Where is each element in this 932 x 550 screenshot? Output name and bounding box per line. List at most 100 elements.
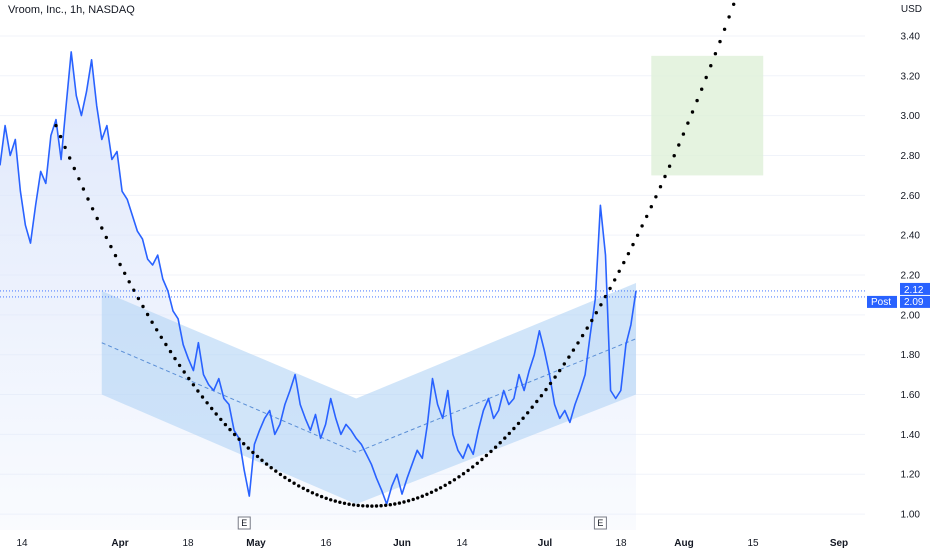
trend-dot	[457, 475, 461, 479]
price-channel[interactable]	[101, 282, 637, 505]
trend-dot	[264, 462, 269, 466]
trend-dot	[700, 87, 704, 91]
trend-dot	[356, 503, 360, 508]
trend-dot	[690, 110, 695, 114]
trend-dot	[173, 356, 177, 361]
trend-dot	[512, 426, 516, 431]
y-tick-label[interactable]: 2.40	[901, 231, 921, 242]
trend-dot	[484, 453, 489, 458]
y-tick-label[interactable]: 3.00	[901, 111, 921, 122]
trend-dot	[118, 262, 122, 267]
x-tick-label[interactable]: Apr	[111, 538, 128, 549]
y-axis[interactable]: 1.00 1.20 1.40 1.60 1.80 2.00 2.20 2.40 2.60 2.80…	[901, 31, 921, 520]
x-tick-label[interactable]: 18	[182, 538, 194, 549]
trend-dot	[599, 303, 603, 307]
trend-dot	[319, 494, 324, 499]
trend-dot	[539, 394, 544, 398]
earnings-badge[interactable]	[593, 516, 607, 530]
x-tick-label[interactable]: May	[246, 538, 266, 549]
trend-dot	[544, 387, 548, 392]
trend-dot	[425, 492, 429, 496]
trend-dot	[576, 341, 580, 345]
trend-dot	[622, 260, 626, 265]
trend-dot	[351, 503, 356, 507]
price-badge-bg	[900, 295, 930, 308]
trend-dot	[503, 436, 507, 440]
trend-dot	[164, 342, 168, 347]
y-tick-label[interactable]: 2.20	[901, 271, 921, 282]
trend-dot	[558, 368, 562, 373]
earnings-marker[interactable]: E	[237, 516, 251, 530]
x-axis[interactable]: 14 Apr 18 May 16 Jun 14 Jul 18 Aug 15 Sep	[16, 538, 848, 549]
trend-dot	[535, 399, 539, 404]
trend-dot	[374, 504, 379, 508]
x-tick-label[interactable]: Aug	[674, 538, 693, 549]
x-tick-label[interactable]: Jul	[538, 538, 553, 549]
y-tick-label[interactable]: 1.60	[901, 390, 921, 401]
trend-dot	[200, 395, 205, 399]
x-tick-label[interactable]: 16	[320, 538, 332, 549]
x-tick-label[interactable]: Jun	[393, 538, 411, 549]
trend-dot	[448, 480, 452, 485]
trend-curve[interactable]	[54, 0, 799, 508]
y-tick-label[interactable]: 3.40	[901, 31, 921, 42]
trend-dot	[182, 370, 186, 374]
price-badge-label: 2.12	[904, 285, 924, 296]
y-tick-label[interactable]: 1.20	[901, 470, 921, 481]
y-tick-label[interactable]: 2.80	[901, 151, 921, 162]
trend-dot	[672, 154, 676, 158]
x-tick-label[interactable]: 15	[747, 538, 759, 549]
x-tick-label[interactable]: 18	[615, 538, 627, 549]
y-tick-label[interactable]: 1.80	[901, 350, 921, 361]
trend-dot	[347, 502, 351, 506]
x-tick-label[interactable]: 14	[16, 538, 28, 549]
trend-dot	[100, 226, 104, 230]
trend-dot	[416, 496, 420, 500]
trend-dot	[260, 458, 264, 462]
trend-dot	[590, 318, 594, 323]
channel-band[interactable]	[101, 282, 637, 505]
x-tick-label[interactable]: Sep	[830, 538, 848, 549]
trend-dot	[136, 296, 141, 301]
trend-dot	[187, 376, 191, 381]
trend-dot	[168, 349, 173, 354]
trend-dot	[86, 197, 90, 201]
target-rect[interactable]	[651, 55, 764, 176]
trend-dot	[732, 2, 736, 6]
y-tick-label[interactable]: 2.00	[901, 310, 921, 321]
trend-dot	[434, 488, 438, 492]
trend-dot	[571, 348, 576, 352]
y-tick-label[interactable]: 1.40	[901, 430, 921, 441]
trend-dot	[338, 500, 342, 504]
trend-dot	[617, 269, 621, 273]
price-badge-label: 2.09	[904, 297, 924, 308]
trend-dot	[603, 294, 608, 299]
trend-dot	[191, 383, 196, 387]
trend-dot	[269, 466, 273, 470]
target-box[interactable]	[651, 55, 764, 176]
trend-dot	[333, 499, 337, 503]
trend-dot	[580, 333, 585, 338]
y-tick-label[interactable]: 3.20	[901, 71, 921, 82]
trend-dot	[452, 478, 457, 482]
y-tick-label[interactable]: 2.60	[901, 191, 921, 202]
trend-dot	[681, 132, 686, 136]
channel-midline[interactable]	[101, 338, 637, 453]
x-tick-label[interactable]: 14	[456, 538, 468, 549]
trend-dot	[709, 63, 713, 68]
y-tick-label[interactable]: 1.00	[901, 510, 921, 521]
trend-dot	[63, 145, 67, 150]
trend-dot	[471, 465, 475, 469]
price-series	[0, 51, 637, 505]
trend-dot	[663, 174, 667, 179]
trend-dot	[77, 177, 81, 181]
trend-dot	[274, 469, 278, 473]
trend-dot	[301, 486, 305, 490]
earnings-marker[interactable]: E	[593, 516, 607, 530]
earnings-badge[interactable]	[237, 516, 251, 530]
trend-dot	[443, 483, 447, 487]
trend-dot	[150, 320, 154, 324]
trend-dot	[145, 312, 150, 317]
